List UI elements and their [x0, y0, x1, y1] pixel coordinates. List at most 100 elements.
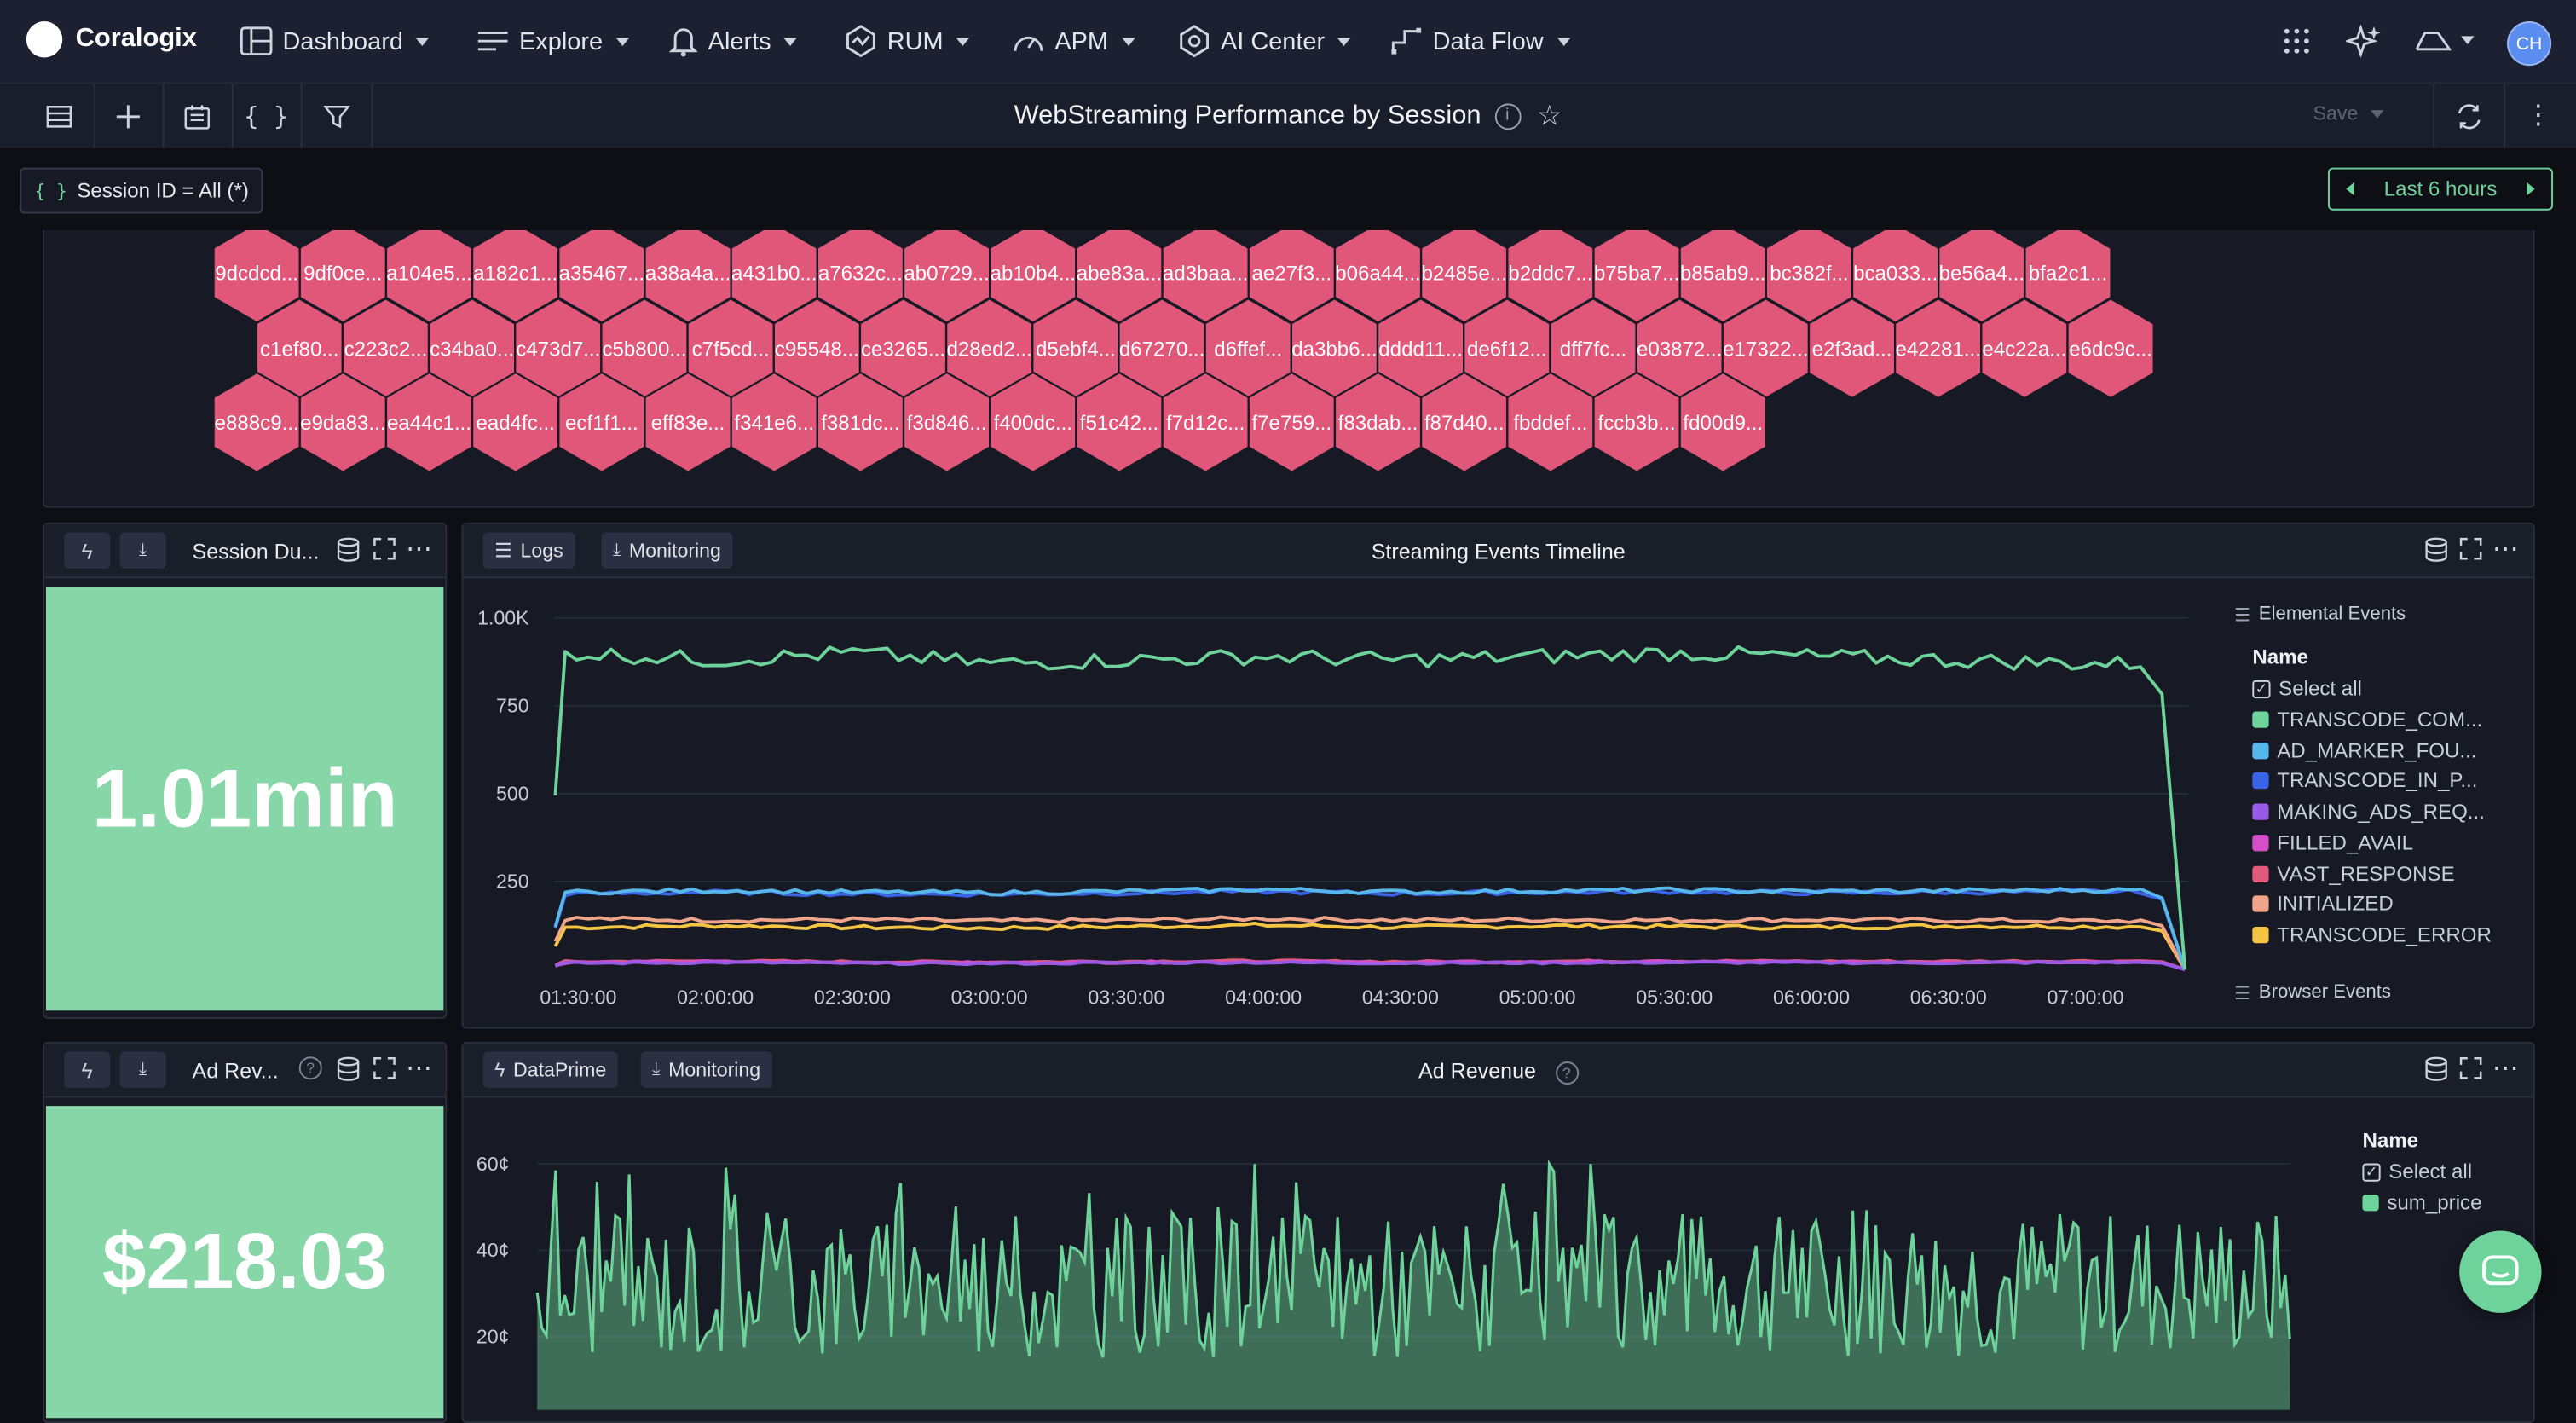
more-icon[interactable]: ⋯ — [406, 535, 432, 564]
hex-cell[interactable]: fccb3b... — [1592, 371, 1681, 474]
logs-chip[interactable]: ☰ Logs — [482, 532, 575, 569]
lightning-icon[interactable]: ϟ — [64, 532, 111, 569]
database-icon[interactable] — [337, 1056, 360, 1081]
download-icon[interactable]: ⤓ — [119, 1051, 166, 1088]
hex-cell[interactable]: ead4fc... — [471, 371, 560, 474]
variables-button[interactable]: { } — [232, 84, 303, 148]
hex-cell[interactable]: 9df0ce... — [298, 229, 388, 324]
nav-dashboard[interactable]: Dashboard — [240, 23, 430, 59]
apps-grid-icon[interactable] — [2282, 26, 2312, 56]
hex-cell[interactable]: c95548... — [772, 297, 862, 400]
legend-select-all[interactable]: ✓ Select all — [2252, 674, 2362, 703]
hex-cell[interactable]: d28ed2... — [944, 297, 1034, 400]
hex-cell[interactable]: ab0729... — [902, 229, 991, 324]
series-line[interactable] — [535, 1159, 2291, 1358]
more-icon[interactable]: ⋯ — [406, 1055, 432, 1084]
help-icon[interactable]: ? — [298, 1056, 322, 1080]
hex-cell[interactable]: e17322... — [1721, 297, 1811, 400]
legend-item[interactable]: AD_MARKER_FOU... — [2252, 736, 2477, 766]
legend-item[interactable]: VAST_RESPONSE — [2252, 859, 2455, 888]
refresh-button[interactable] — [2433, 84, 2506, 148]
hex-cell[interactable]: f51c42... — [1075, 371, 1164, 474]
legend-item[interactable]: TRANSCODE_COM... — [2252, 705, 2482, 735]
nav-ai-center[interactable]: AI Center — [1178, 23, 1351, 59]
hex-cell[interactable]: f87d40... — [1419, 371, 1509, 474]
hex-cell[interactable]: ea44c1... — [384, 371, 474, 474]
legend-group-elemental[interactable]: ☰ Elemental Events — [2234, 599, 2406, 629]
series-line[interactable] — [553, 886, 2187, 970]
help-icon[interactable]: ? — [1555, 1061, 1579, 1085]
filter-button[interactable] — [303, 84, 373, 148]
timeline-chart[interactable]: 250 500 750 1.00K 01:30:00 02:00:00 02:30:00 03… — [463, 578, 2221, 1025]
expand-icon[interactable] — [2459, 537, 2482, 560]
time-range-picker[interactable]: Last 6 hours — [2327, 167, 2554, 211]
legend-item[interactable]: TRANSCODE_ERROR — [2252, 920, 2492, 950]
hex-cell[interactable]: ad3baa... — [1161, 229, 1250, 324]
download-icon[interactable]: ⤓ — [119, 532, 166, 569]
lightning-icon[interactable]: ϟ — [64, 1051, 111, 1088]
series-line[interactable] — [553, 645, 2187, 970]
monitoring-chip[interactable]: ⤓ Monitoring — [601, 532, 733, 569]
hex-cell[interactable]: e2f3ad... — [1807, 297, 1897, 400]
hex-cell[interactable]: e6dc9c... — [2066, 297, 2155, 400]
hex-cell[interactable]: ecf1f1... — [557, 371, 646, 474]
session-id-filter-chip[interactable]: { } Session ID = All (*) — [20, 167, 264, 214]
legend-item[interactable]: sum_price — [2362, 1188, 2482, 1218]
nav-explore[interactable]: Explore — [477, 23, 629, 59]
nav-rum[interactable]: RUM — [845, 23, 970, 59]
more-icon[interactable]: ⋯ — [2492, 535, 2519, 564]
hex-cell[interactable]: bc382f... — [1765, 229, 1854, 324]
hex-cell[interactable]: f83dab... — [1333, 371, 1423, 474]
more-options-button[interactable]: ⋮ — [2504, 84, 2573, 148]
database-icon[interactable] — [2425, 537, 2448, 562]
legend-item[interactable]: FILLED_AVAIL — [2252, 828, 2413, 858]
hex-cell[interactable]: a7632c... — [816, 229, 905, 324]
add-widget-button[interactable] — [94, 84, 165, 148]
dataprime-chip[interactable]: ϟ DataPrime — [482, 1051, 618, 1088]
expand-icon[interactable] — [2459, 1056, 2482, 1079]
more-icon[interactable]: ⋯ — [2492, 1055, 2519, 1084]
monitoring-chip[interactable]: ⤓ Monitoring — [640, 1051, 772, 1088]
nav-apm[interactable]: APM — [1012, 23, 1135, 59]
chevron-left-icon[interactable] — [2346, 182, 2354, 196]
hex-cell[interactable]: c5b800... — [600, 297, 689, 400]
database-icon[interactable] — [337, 537, 360, 562]
series-line[interactable] — [553, 922, 2186, 971]
legend-item[interactable]: TRANSCODE_IN_P... — [2252, 766, 2477, 796]
avatar[interactable]: CH — [2507, 21, 2552, 67]
series-line[interactable] — [553, 915, 2187, 971]
hex-cell[interactable]: b85ab9... — [1678, 229, 1767, 324]
hex-cell[interactable]: e42281... — [1893, 297, 1983, 400]
ad-revenue-chart[interactable]: 20¢ 40¢ 60¢ — [463, 1097, 2336, 1410]
expand-icon[interactable] — [373, 537, 396, 560]
hex-cell[interactable]: d5ebf4... — [1031, 297, 1120, 400]
hex-cell[interactable]: b75ba7... — [1592, 229, 1681, 324]
nav-alerts[interactable]: Alerts — [668, 23, 798, 59]
environment-switcher[interactable] — [2415, 28, 2475, 51]
dashboards-list-button[interactable] — [25, 84, 95, 148]
hex-cell[interactable]: abe83a... — [1075, 229, 1164, 324]
legend-group-browser[interactable]: ☰ Browser Events — [2234, 978, 2391, 1008]
hex-cell[interactable]: a104e5... — [384, 229, 474, 324]
hex-cell[interactable]: bfa2c1... — [2024, 229, 2112, 324]
hex-cell[interactable]: e03872... — [1635, 297, 1724, 400]
hex-cell[interactable]: eff83e... — [644, 371, 732, 474]
hex-cell[interactable]: e888c9... — [212, 371, 301, 474]
hex-cell[interactable]: b2485e... — [1419, 229, 1509, 324]
hex-cell[interactable]: f7d12c... — [1161, 371, 1250, 474]
hex-cell[interactable]: f400dc... — [989, 371, 1077, 474]
expand-icon[interactable] — [373, 1056, 396, 1079]
hex-cell[interactable]: a182c1... — [471, 229, 560, 324]
series-line[interactable] — [554, 959, 2186, 971]
sparkle-ai-icon[interactable] — [2346, 24, 2382, 58]
hex-cell[interactable]: ce3265... — [858, 297, 948, 400]
chat-support-button[interactable] — [2459, 1230, 2542, 1313]
hex-cell[interactable]: ae27f3... — [1247, 229, 1337, 324]
hex-cell[interactable]: fd00d9... — [1678, 371, 1767, 474]
hex-cell[interactable]: f341e6... — [730, 371, 818, 474]
chevron-right-icon[interactable] — [2527, 182, 2535, 196]
nav-data-flow[interactable]: Data Flow — [1389, 23, 1570, 59]
hex-cell[interactable]: f381dc... — [816, 371, 905, 474]
hex-cell[interactable]: e9da83... — [298, 371, 388, 474]
hex-cell[interactable]: c7f5cd... — [686, 297, 775, 400]
